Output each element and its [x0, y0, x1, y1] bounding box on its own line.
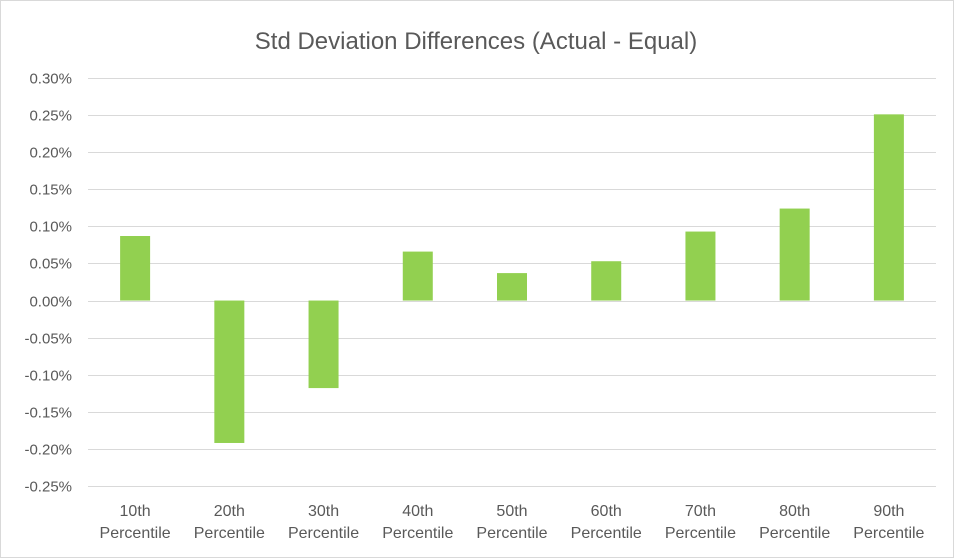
- y-tick-label: -0.15%: [24, 405, 72, 422]
- y-tick-label: -0.05%: [24, 331, 72, 348]
- y-tick-label: -0.25%: [24, 479, 72, 496]
- chart-title: Std Deviation Differences (Actual - Equa…: [255, 28, 697, 55]
- x-axis: 10th Percentile 20th Percentile 30th Percenti…: [100, 503, 925, 542]
- bars: [120, 114, 904, 443]
- x-tick-label: 30th Percentile: [288, 503, 359, 542]
- y-axis: 0.30% 0.25% 0.20% 0.15% 0.10% 0.05% 0.00% -0.05…: [24, 71, 72, 496]
- bar: [779, 208, 810, 301]
- y-tick-label: 0.25%: [29, 108, 72, 125]
- bar: [308, 300, 339, 389]
- bar: [873, 114, 904, 301]
- bar: [591, 261, 622, 301]
- y-tick-label: 0.30%: [29, 71, 72, 88]
- bar: [685, 231, 716, 301]
- bar: [402, 251, 433, 301]
- y-tick-label: -0.20%: [24, 442, 72, 459]
- y-tick-label: 0.00%: [29, 294, 72, 311]
- bar: [497, 273, 527, 301]
- x-tick-label: 80th Percentile: [759, 503, 830, 542]
- x-tick-label: 50th Percentile: [476, 503, 547, 542]
- x-tick-label: 90th Percentile: [853, 503, 924, 542]
- y-tick-label: 0.10%: [29, 219, 72, 236]
- x-tick-label: 10th Percentile: [100, 503, 171, 542]
- x-tick-label: 20th Percentile: [194, 503, 265, 542]
- x-tick-label: 40th Percentile: [382, 503, 453, 542]
- bar: [120, 236, 151, 301]
- bar: [214, 300, 245, 443]
- x-tick-label: 70th Percentile: [665, 503, 736, 542]
- y-tick-label: 0.15%: [29, 182, 72, 199]
- x-tick-label: 60th Percentile: [571, 503, 642, 542]
- y-tick-label: 0.20%: [29, 145, 72, 162]
- y-tick-label: -0.10%: [24, 368, 72, 385]
- y-tick-label: 0.05%: [29, 256, 72, 273]
